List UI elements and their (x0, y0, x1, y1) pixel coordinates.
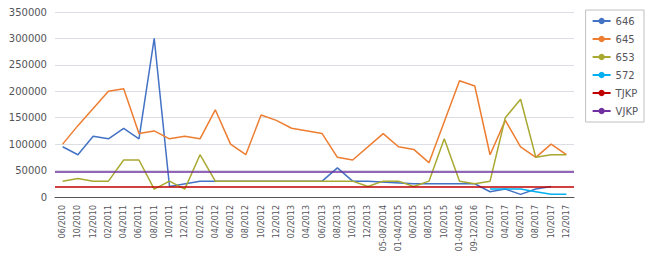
svg-text:06/2010: 06/2010 (58, 205, 67, 238)
svg-text:06/2017: 06/2017 (516, 205, 525, 238)
svg-text:04/2017: 04/2017 (501, 205, 510, 238)
svg-text:08/2011: 08/2011 (150, 205, 159, 238)
svg-text:06/2011: 06/2011 (134, 205, 143, 238)
svg-text:08/2017: 08/2017 (531, 205, 540, 238)
svg-text:06/2015: 06/2015 (409, 205, 418, 238)
svg-text:646: 646 (616, 16, 635, 27)
svg-text:10/2010: 10/2010 (73, 205, 82, 238)
svg-text:200000: 200000 (9, 86, 47, 97)
svg-text:TJKP: TJKP (615, 88, 638, 99)
svg-text:350000: 350000 (9, 7, 47, 18)
svg-text:645: 645 (616, 34, 635, 45)
svg-text:12/2017: 12/2017 (562, 205, 571, 238)
svg-text:01-04/2015: 01-04/2015 (394, 205, 403, 251)
svg-text:300000: 300000 (9, 33, 47, 44)
svg-text:02/2012: 02/2012 (196, 205, 205, 238)
svg-text:10/2015: 10/2015 (440, 205, 449, 238)
svg-text:250000: 250000 (9, 59, 47, 70)
svg-text:150000: 150000 (9, 112, 47, 123)
svg-text:12/2011: 12/2011 (180, 205, 189, 238)
svg-text:10/2012: 10/2012 (257, 205, 266, 238)
svg-text:653: 653 (616, 52, 635, 63)
svg-text:06/2013: 06/2013 (318, 205, 327, 238)
svg-text:12/2010: 12/2010 (89, 205, 98, 238)
svg-text:04/2012: 04/2012 (211, 205, 220, 238)
svg-text:04/2013: 04/2013 (302, 205, 311, 238)
svg-text:12/2012: 12/2012 (272, 205, 281, 238)
svg-text:01-04/2016: 01-04/2016 (455, 205, 464, 251)
svg-text:02/2011: 02/2011 (104, 205, 113, 238)
svg-text:572: 572 (616, 70, 635, 81)
svg-text:0: 0 (41, 192, 47, 203)
svg-text:08/2015: 08/2015 (424, 205, 433, 238)
svg-text:02/2013: 02/2013 (287, 205, 296, 238)
svg-text:VJKP: VJKP (616, 106, 638, 117)
svg-text:06/2012: 06/2012 (226, 205, 235, 238)
svg-text:04/2011: 04/2011 (119, 205, 128, 238)
svg-text:02/2017: 02/2017 (486, 205, 495, 238)
svg-text:10/2017: 10/2017 (547, 205, 556, 238)
svg-text:100000: 100000 (9, 139, 47, 150)
svg-text:10/2011: 10/2011 (165, 205, 174, 238)
svg-text:12/2013: 12/2013 (363, 205, 372, 238)
svg-text:05-08/2014: 05-08/2014 (379, 205, 388, 251)
svg-text:10/2013: 10/2013 (348, 205, 357, 238)
svg-text:08/2012: 08/2012 (241, 205, 250, 238)
svg-text:09-12/2016: 09-12/2016 (470, 205, 479, 251)
svg-text:50000: 50000 (15, 165, 47, 176)
svg-text:08/2013: 08/2013 (333, 205, 342, 238)
